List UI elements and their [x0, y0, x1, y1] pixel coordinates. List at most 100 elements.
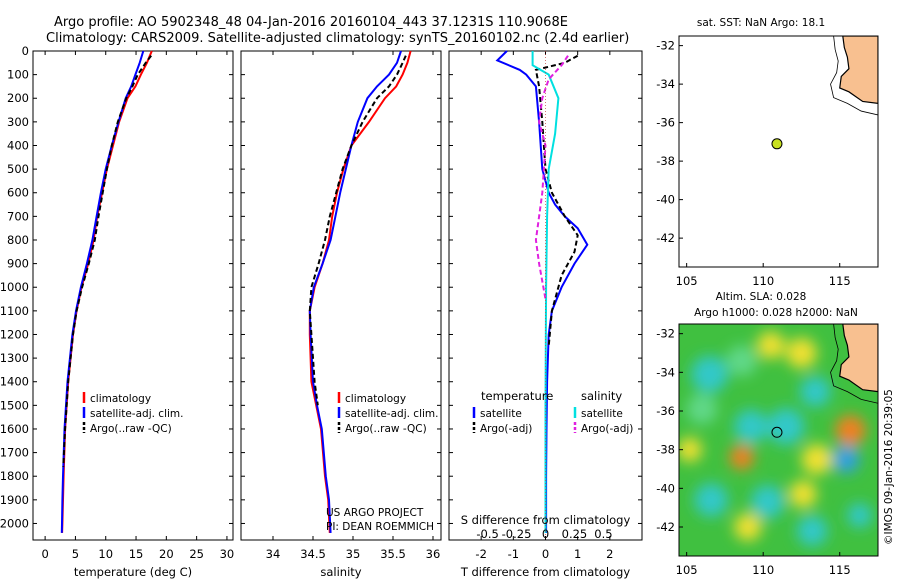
y-tick-label: -34 [656, 365, 675, 379]
heatmap-cell [729, 445, 755, 470]
x-tick-label: 34 [266, 547, 281, 561]
y-tick-label: 0 [22, 44, 29, 58]
y-tick-label: 1300 [0, 351, 29, 365]
x-tick-label: 0 [542, 547, 549, 561]
x-axis-label: temperature (deg C) [74, 565, 192, 579]
x-axis-label: T difference from climatology [460, 565, 631, 579]
y-tick-label: -32 [656, 39, 675, 53]
plot-frame [240, 50, 442, 541]
sst-map-title: sat. SST: NaN Argo: 18.1 [697, 17, 825, 29]
y-tick-label: -42 [656, 231, 675, 245]
sla-map-title-1: Altim. SLA: 0.028 [716, 291, 807, 303]
heatmap-cell [796, 515, 828, 547]
legend-label: climatology [345, 393, 406, 405]
y-tick-label: 1600 [0, 422, 29, 436]
y-tick-label: -32 [656, 327, 675, 341]
heatmap-cell [789, 480, 817, 508]
legend-label: Argo(-adj) [480, 423, 532, 435]
y-tick-label: 2000 [0, 516, 29, 530]
legend-label: climatology [90, 393, 151, 405]
y-tick-label: 400 [7, 138, 29, 152]
y-tick-label: 1700 [0, 446, 29, 460]
heatmap-blobs [679, 331, 872, 547]
y-tick-label: 1900 [0, 493, 29, 507]
shelf-contour [830, 36, 878, 116]
x-tick-label: 34.5 [300, 547, 326, 561]
y-tick-label: 500 [7, 162, 29, 176]
x-tick-label-S: -0.25 [502, 527, 532, 541]
legend-label: Argo(-adj) [581, 423, 633, 435]
x-axis-label-top: S difference from climatology [461, 513, 631, 527]
series-line-2 [531, 51, 560, 533]
x-tick-label: 110 [752, 563, 774, 577]
sla-map-panel: Altim. SLA: 0.028 Argo h1000: 0.028 h2000… [656, 291, 895, 577]
land [839, 324, 878, 393]
x-tick-label-S: 0.25 [562, 527, 588, 541]
y-tick-label: 700 [7, 209, 29, 223]
y-tick-label: -42 [656, 520, 675, 534]
legend-label: Argo(..raw -QC) [90, 423, 172, 435]
legend-label: satellite-adj. clim. [90, 408, 183, 420]
heatmap-cell [832, 445, 860, 474]
y-tick-label: -36 [656, 404, 675, 418]
annotation-pi: PI: DEAN ROEMMICH [326, 521, 434, 533]
heatmap-cell [801, 444, 833, 475]
heatmap-cell [835, 415, 866, 446]
header-line-1: Argo profile: AO 5902348_48 04-Jan-2016 … [54, 15, 568, 30]
y-tick-label: 1500 [0, 398, 29, 412]
heatmap-cell [847, 503, 872, 528]
legend-label: satellite [480, 408, 522, 420]
series-line-3 [534, 55, 569, 300]
series-line-2 [62, 55, 152, 467]
sst-map-panel: sat. SST: NaN Argo: 18.1 105 110 115 -32 -34 -… [656, 17, 879, 288]
y-tick-label: -36 [656, 116, 675, 130]
heatmap-cell [726, 345, 758, 377]
heatmap-cell [734, 409, 768, 444]
heatmap-cell [767, 408, 805, 445]
x-tick-label: 20 [159, 547, 174, 561]
x-tick-label: 105 [676, 563, 698, 577]
y-tick-label: -38 [656, 154, 675, 168]
x-tick-label: 1 [574, 547, 581, 561]
y-tick-label: 800 [7, 233, 29, 247]
x-tick-label-S: 0.5 [594, 527, 612, 541]
legend-label: Argo(..raw -QC) [345, 423, 427, 435]
heatmap-cell [686, 393, 718, 425]
y-tick-label: 1100 [0, 304, 29, 318]
y-tick-label: 1400 [0, 375, 29, 389]
y-tick-label: 1000 [0, 280, 29, 294]
argo-position-marker [771, 138, 783, 150]
imos-stamp: ©IMOS 09-Jan-2016 20:39:05 [883, 389, 895, 545]
y-tick-label: 200 [7, 91, 29, 105]
x-tick-label: 5 [72, 547, 79, 561]
x-tick-label: 105 [676, 274, 698, 288]
heatmap-cell [679, 437, 702, 462]
legend-header-temperature: temperature [481, 389, 553, 403]
heatmap-cell [691, 355, 728, 393]
header-line-2: Climatology: CARS2009. Satellite-adjuste… [46, 31, 629, 46]
x-tick-label: 115 [829, 563, 851, 577]
plot-frame [32, 50, 234, 541]
heatmap-cell [786, 337, 817, 369]
series-line-1 [534, 54, 579, 347]
y-tick-label: -34 [656, 77, 675, 91]
y-tick-label: -40 [656, 193, 675, 207]
x-tick-label: 110 [752, 274, 774, 288]
heatmap-cell [757, 331, 785, 360]
x-tick-label: 115 [829, 274, 851, 288]
x-tick-label-S: 0 [542, 527, 549, 541]
y-tick-label: 100 [7, 68, 29, 82]
heatmap-cell [799, 376, 831, 407]
heatmap-cell [734, 513, 762, 541]
salinity-panel: 34 34.5 35 35.5 36 salinity climatology satelli… [240, 50, 442, 579]
x-tick-label: 25 [189, 547, 204, 561]
x-tick-label: 0 [41, 547, 48, 561]
y-tick-label: 600 [7, 186, 29, 200]
y-tick-label: 900 [7, 257, 29, 271]
y-tick-label: -38 [656, 443, 675, 457]
x-tick-label: 10 [98, 547, 113, 561]
y-tick-label: 1800 [0, 469, 29, 483]
legend-header-salinity: salinity [581, 389, 622, 403]
legend-label: satellite [581, 408, 623, 420]
map-frame [678, 323, 879, 557]
